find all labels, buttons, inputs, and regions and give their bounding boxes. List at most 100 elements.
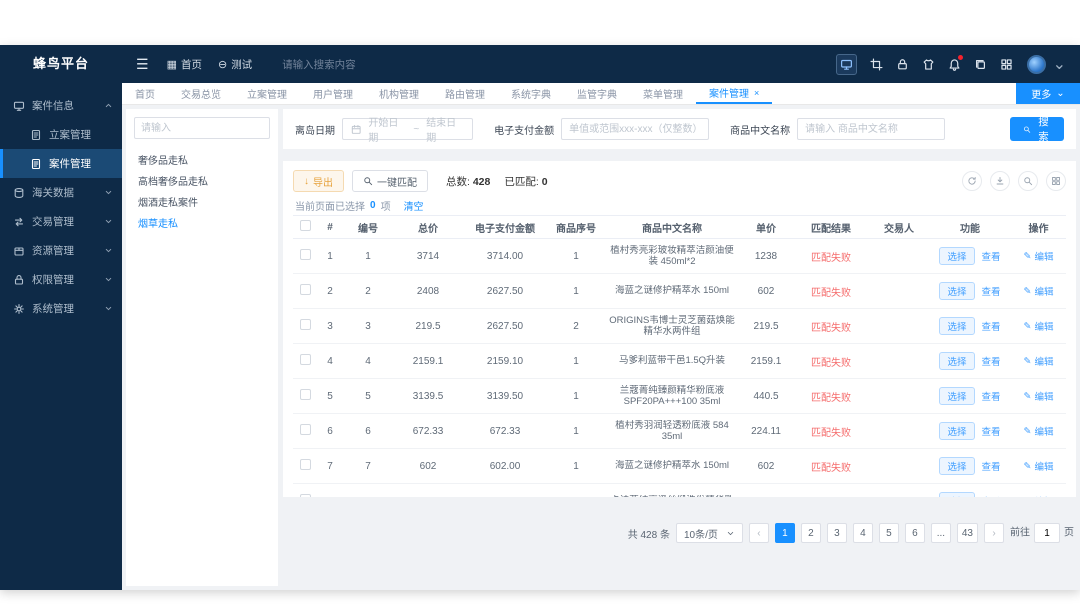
- menu-toggle-icon[interactable]: ☰: [136, 55, 149, 72]
- breadcrumb-test[interactable]: ⊖ 测试: [218, 57, 252, 72]
- clear-selection-link[interactable]: 清空: [403, 201, 424, 213]
- column-settings-button[interactable]: [1046, 171, 1066, 191]
- cell-no: 1: [365, 250, 371, 262]
- row-checkbox[interactable]: [299, 424, 311, 435]
- row-checkbox[interactable]: [299, 284, 311, 295]
- page-button-1[interactable]: 1: [774, 523, 795, 543]
- select-button[interactable]: 选择: [939, 247, 975, 265]
- export-table-button[interactable]: [990, 171, 1010, 191]
- select-all-checkbox[interactable]: [299, 220, 311, 231]
- edit-link[interactable]: ✎ 编辑: [1023, 390, 1054, 404]
- table-row: 88 卡诗菁纯亮泽丝缎洗发精华乳 匹配失败 选择 查看 ✎ 编辑: [293, 484, 1066, 497]
- select-button[interactable]: 选择: [939, 387, 975, 405]
- edit-link[interactable]: ✎ 编辑: [1023, 250, 1054, 264]
- copy-icon[interactable]: [974, 58, 987, 71]
- page-size-select[interactable]: 10条/页: [675, 523, 743, 543]
- view-link[interactable]: 查看: [981, 252, 1001, 263]
- user-avatar[interactable]: [1026, 54, 1046, 74]
- export-button[interactable]: ↓ 导出: [293, 170, 344, 192]
- row-checkbox[interactable]: [299, 354, 311, 365]
- sidebar-menu: 案件信息 立案管理 案件管理 海关数据 交易管理 资源管理 权限管理 系统管理: [0, 83, 122, 323]
- edit-link[interactable]: ✎ 编辑: [1023, 285, 1054, 299]
- tab-机构管理[interactable]: 机构管理: [366, 83, 432, 104]
- view-link[interactable]: 查看: [981, 322, 1001, 333]
- apps-grid-icon[interactable]: [1000, 58, 1013, 71]
- edit-link[interactable]: ✎ 编辑: [1023, 460, 1054, 474]
- row-checkbox[interactable]: [299, 494, 311, 497]
- page-button-43[interactable]: 43: [956, 523, 978, 543]
- screenshot-icon[interactable]: [870, 57, 883, 71]
- theme-icon[interactable]: [922, 58, 935, 71]
- sidebar-item-系统管理[interactable]: 系统管理: [0, 294, 122, 323]
- sidebar-item-海关数据[interactable]: 海关数据: [0, 178, 122, 207]
- sidebar-item-权限管理[interactable]: 权限管理: [0, 265, 122, 294]
- page-button-5[interactable]: 5: [878, 523, 899, 543]
- sidebar-item-交易管理[interactable]: 交易管理: [0, 207, 122, 236]
- tab-菜单管理[interactable]: 菜单管理: [630, 83, 696, 104]
- jump-page-input[interactable]: [1034, 523, 1060, 543]
- category-item-奢侈品走私[interactable]: 奢侈品走私: [138, 156, 188, 167]
- view-link[interactable]: 查看: [981, 287, 1001, 298]
- one-click-match-button[interactable]: 一键匹配: [352, 170, 428, 192]
- view-link[interactable]: 查看: [982, 494, 1001, 497]
- lock-screen-icon[interactable]: [896, 58, 909, 71]
- sidebar-item-资源管理[interactable]: 资源管理: [0, 236, 122, 265]
- next-page-button[interactable]: ›: [984, 523, 1004, 543]
- count-summary: 总数: 428 已匹配: 0: [446, 174, 548, 189]
- page-button-2[interactable]: 2: [800, 523, 821, 543]
- view-link[interactable]: 查看: [981, 462, 1001, 473]
- row-checkbox[interactable]: [299, 249, 311, 260]
- user-chevron-down-icon[interactable]: ⌄: [1052, 56, 1066, 73]
- sidebar-item-立案管理[interactable]: 立案管理: [0, 120, 122, 149]
- edit-link[interactable]: ✎ 编辑: [1023, 425, 1054, 439]
- edit-link[interactable]: ✎ 编辑: [1023, 320, 1054, 334]
- cell-match-result: 匹配失败: [811, 462, 851, 474]
- edit-link[interactable]: ✎ 编辑: [1024, 494, 1054, 498]
- edit-link[interactable]: ✎ 编辑: [1023, 355, 1054, 369]
- prev-page-button[interactable]: ‹: [748, 523, 769, 543]
- more-button[interactable]: 更多 ⌄: [1016, 83, 1080, 104]
- screen-share-icon[interactable]: [835, 53, 857, 75]
- page-ellipsis[interactable]: ...: [930, 523, 951, 543]
- page-button-6[interactable]: 6: [904, 523, 925, 543]
- page-button-3[interactable]: 3: [826, 523, 847, 543]
- select-button[interactable]: 选择: [939, 352, 975, 370]
- date-range-picker[interactable]: 开始日期 ~ 结束日期: [342, 118, 474, 144]
- row-checkbox[interactable]: [299, 319, 311, 330]
- tab-案件管理[interactable]: 案件管理 ×: [696, 83, 773, 104]
- product-name-input[interactable]: [797, 118, 946, 140]
- tab-监管字典[interactable]: 监管字典: [564, 83, 630, 104]
- tab-用户管理[interactable]: 用户管理: [300, 83, 366, 104]
- select-button[interactable]: 选择: [939, 492, 975, 497]
- tab-立案管理[interactable]: 立案管理: [234, 83, 300, 104]
- select-button[interactable]: 选择: [939, 282, 975, 300]
- tab-路由管理[interactable]: 路由管理: [432, 83, 498, 104]
- amount-input[interactable]: [561, 118, 710, 140]
- search-button[interactable]: 搜索: [1010, 116, 1064, 143]
- view-link[interactable]: 查看: [981, 357, 1001, 368]
- category-item-烟草走私[interactable]: 烟草走私: [138, 219, 178, 230]
- page-button-4[interactable]: 4: [852, 523, 873, 543]
- tab-系统字典[interactable]: 系统字典: [498, 83, 564, 104]
- refresh-button[interactable]: [962, 171, 982, 191]
- select-button[interactable]: 选择: [939, 422, 975, 440]
- row-checkbox[interactable]: [299, 459, 311, 470]
- close-tab-icon[interactable]: ×: [754, 87, 760, 98]
- select-button[interactable]: 选择: [939, 457, 975, 475]
- select-button[interactable]: 选择: [939, 317, 975, 335]
- header-search-input[interactable]: 请输入搜索内容: [282, 58, 356, 71]
- tab-label: 路由管理: [445, 90, 485, 101]
- search-table-button[interactable]: [1018, 171, 1038, 191]
- category-item-烟酒走私案件[interactable]: 烟酒走私案件: [138, 198, 198, 209]
- category-item-高档奢侈品走私[interactable]: 高档奢侈品走私: [138, 177, 208, 188]
- view-link[interactable]: 查看: [981, 392, 1001, 403]
- tab-首页[interactable]: 首页: [122, 83, 168, 104]
- sidebar-item-案件信息[interactable]: 案件信息: [0, 91, 122, 120]
- category-search-input[interactable]: [134, 117, 270, 139]
- tab-交易总览[interactable]: 交易总览: [168, 83, 234, 104]
- view-link[interactable]: 查看: [981, 427, 1001, 438]
- breadcrumb-home[interactable]: ▦ 首页: [167, 57, 202, 72]
- sidebar-item-案件管理[interactable]: 案件管理: [0, 149, 122, 178]
- row-checkbox[interactable]: [299, 389, 311, 400]
- notification-bell-icon[interactable]: [948, 54, 963, 71]
